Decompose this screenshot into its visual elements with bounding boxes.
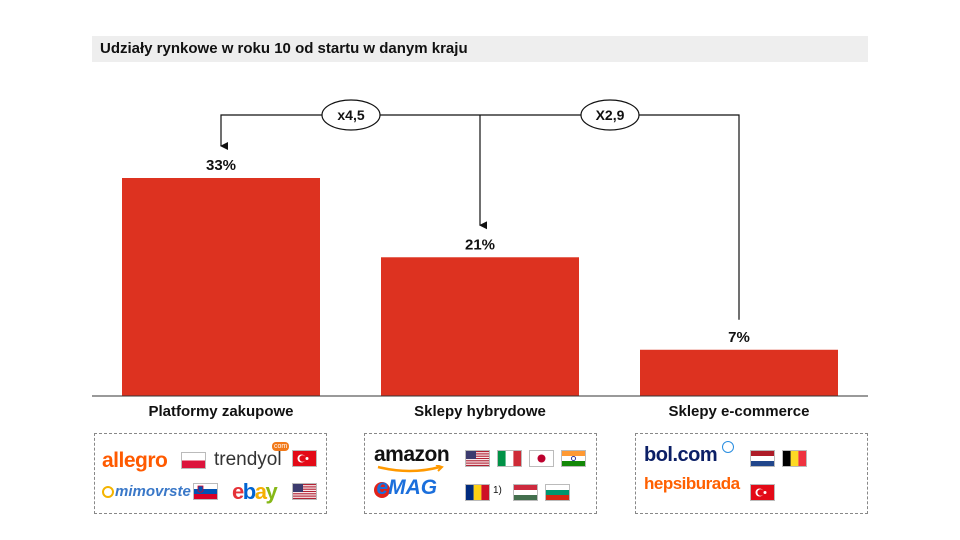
allegro-logo: allegro (102, 449, 168, 472)
bar-3 (640, 349, 838, 396)
multiplier-hybrid-label: X2,9 (596, 107, 625, 123)
flag-italy-icon (497, 450, 522, 467)
logo-box-platforms: allegro trendyol com mimovrste ebay (94, 433, 327, 514)
amazon-smile-icon (377, 465, 444, 473)
multiplier-hybrid-bubble (580, 99, 640, 131)
flag-romania-icon (465, 484, 490, 501)
bar-2 (381, 257, 579, 396)
flag-netherlands-icon (750, 450, 775, 467)
footnote-marker: 1) (493, 485, 502, 496)
connector-ecommerce (480, 114, 740, 320)
svg-text:ebay: ebay (232, 479, 278, 504)
flag-bulgaria-icon (545, 484, 570, 501)
amazon-logo: amazon (374, 443, 450, 473)
flag-usa-icon (465, 450, 490, 467)
flag-turkey-icon (292, 450, 317, 467)
flag-usa-icon (292, 483, 317, 500)
ebay-logo: ebay (232, 479, 288, 511)
logo-box-ecommerce: bol.com hepsiburada (635, 433, 868, 514)
value-label-1: 33% (206, 157, 236, 174)
emag-logo: eMAG (374, 476, 437, 500)
mimovrste-logo: mimovrste (102, 483, 191, 501)
arrow-platforms (220, 114, 480, 150)
trendyol-logo: trendyol com (214, 442, 290, 470)
flag-poland-icon (181, 452, 206, 469)
multiplier-platforms-bubble (321, 99, 381, 131)
category-label-hybrid: Sklepy hybrydowe (414, 403, 546, 420)
mimovrste-swirl-icon (102, 485, 114, 498)
value-label-2: 21% (465, 236, 495, 253)
chart-title: Udziały rynkowe w roku 10 od startu w da… (92, 36, 868, 62)
flag-slovenia-icon (193, 483, 218, 500)
bolcom-badge-icon (722, 441, 734, 453)
flag-india-icon (561, 450, 586, 467)
value-label-3: 7% (728, 329, 750, 346)
flag-japan-icon (529, 450, 554, 467)
emag-e-icon (374, 481, 390, 498)
ebay-wordmark: ebay (232, 479, 280, 504)
hepsiburada-logo: hepsiburada (644, 474, 740, 493)
flag-belgium-icon (782, 450, 807, 467)
category-label-platforms: Platformy zakupowe (148, 403, 294, 420)
multiplier-platforms-label: x4,5 (337, 107, 364, 123)
flag-hungary-icon (513, 484, 538, 501)
category-label-ecommerce: Sklepy e-commerce (668, 403, 810, 420)
bar-1 (122, 178, 320, 396)
logo-box-hybrid: amazon eMAG 1) (364, 433, 597, 514)
trendyol-badge: com (272, 442, 290, 451)
bolcom-logo: bol.com (644, 441, 734, 467)
flag-turkey-icon (750, 484, 775, 501)
